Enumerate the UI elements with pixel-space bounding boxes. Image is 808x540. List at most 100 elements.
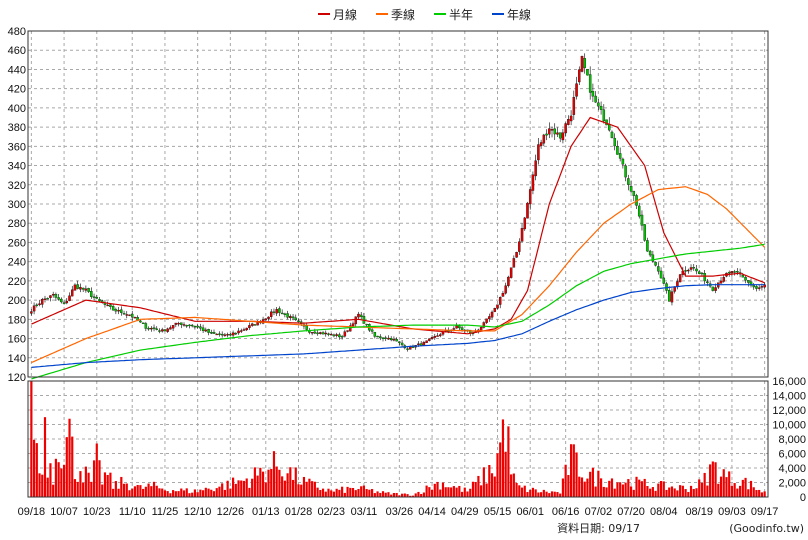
candle-body bbox=[755, 286, 758, 289]
volume-bar bbox=[523, 485, 526, 497]
candle-body bbox=[242, 329, 246, 331]
volume-bar bbox=[259, 467, 262, 497]
volume-bar bbox=[441, 482, 445, 497]
volume-bar bbox=[387, 492, 390, 497]
candle-body bbox=[220, 333, 224, 336]
candle-body bbox=[670, 291, 674, 303]
source-label: (Goodinfo.tw) bbox=[729, 522, 804, 535]
candle-body bbox=[49, 295, 52, 298]
volume-bar bbox=[384, 492, 387, 497]
candle-body bbox=[389, 338, 393, 341]
candle-body bbox=[667, 290, 671, 302]
volume-bar bbox=[57, 462, 60, 497]
volume-bar bbox=[422, 492, 425, 497]
volume-bar bbox=[540, 492, 543, 497]
volume-bar bbox=[744, 477, 747, 497]
candle-body bbox=[212, 331, 216, 334]
volume-bar bbox=[101, 484, 104, 497]
volume-bar bbox=[30, 381, 33, 497]
volume-bar bbox=[619, 482, 622, 497]
volume-bar bbox=[362, 485, 366, 497]
candle-body bbox=[488, 316, 491, 320]
candle-body bbox=[550, 129, 554, 131]
volume-bar bbox=[65, 437, 68, 497]
volume-bar bbox=[695, 488, 698, 497]
date-tick-label: 09/18 bbox=[18, 506, 46, 518]
volume-bar bbox=[191, 492, 194, 497]
volume-bar bbox=[599, 478, 603, 497]
volume-bar bbox=[537, 492, 540, 497]
candle-body bbox=[245, 327, 248, 331]
volume-bar bbox=[711, 461, 714, 497]
volume-bar bbox=[311, 481, 314, 497]
volume-bar bbox=[291, 479, 295, 497]
volume-bar bbox=[212, 491, 216, 497]
volume-bar bbox=[564, 464, 567, 497]
volume-bar bbox=[420, 493, 423, 497]
candle-body bbox=[687, 269, 690, 272]
candle-body bbox=[531, 174, 535, 191]
candle-body bbox=[98, 299, 101, 302]
volume-bar bbox=[150, 486, 153, 497]
candle-body bbox=[84, 288, 88, 291]
volume-bar bbox=[515, 482, 518, 497]
volume-bar bbox=[499, 442, 502, 497]
candle-body bbox=[270, 311, 273, 317]
volume-bar bbox=[733, 483, 736, 497]
candle-body bbox=[553, 128, 556, 135]
candle-body bbox=[90, 291, 93, 297]
volume-bar bbox=[504, 451, 507, 497]
candle-body bbox=[629, 185, 633, 192]
volume-bar bbox=[730, 485, 734, 497]
volume-bar bbox=[409, 495, 412, 497]
volume-bar bbox=[240, 480, 243, 497]
candle-body bbox=[204, 329, 208, 332]
candle-body bbox=[76, 284, 79, 289]
candle-body bbox=[185, 325, 188, 327]
candle-body bbox=[321, 332, 325, 335]
candle-body bbox=[548, 128, 551, 135]
volume-bar bbox=[365, 489, 368, 497]
volume-bar bbox=[278, 469, 281, 497]
moving-average-lines bbox=[31, 116, 766, 380]
candle-body bbox=[512, 258, 516, 268]
candle-body bbox=[381, 337, 385, 339]
volume-bar bbox=[605, 487, 608, 497]
candle-body bbox=[763, 284, 766, 288]
volume-bar bbox=[550, 491, 554, 497]
volume-bar bbox=[681, 485, 684, 497]
volume-bar bbox=[621, 484, 624, 497]
volume-bar bbox=[125, 483, 128, 497]
volume-bar bbox=[651, 487, 654, 497]
volume-bar bbox=[371, 489, 374, 497]
volume-bar bbox=[95, 443, 98, 497]
volume-panel-frame bbox=[27, 380, 769, 498]
candle-body bbox=[188, 324, 191, 327]
volume-bar bbox=[302, 476, 306, 497]
candle-body bbox=[638, 205, 641, 217]
candle-body bbox=[439, 334, 442, 337]
volume-bar bbox=[248, 487, 251, 497]
volume-bar bbox=[719, 476, 723, 497]
candle-body bbox=[109, 304, 112, 307]
candle-body bbox=[319, 332, 322, 334]
volume-bar bbox=[114, 481, 117, 497]
candle-body bbox=[370, 329, 374, 332]
candle-body bbox=[354, 316, 357, 325]
candle-body bbox=[338, 334, 341, 338]
candle-body bbox=[379, 336, 382, 339]
date-tick-label: 07/02 bbox=[585, 506, 613, 518]
candle-body bbox=[400, 342, 404, 346]
volume-bar bbox=[237, 480, 240, 497]
volume-bar bbox=[654, 490, 657, 497]
candle-body bbox=[201, 327, 205, 331]
candle-body bbox=[130, 313, 134, 318]
candle-body bbox=[305, 325, 308, 330]
volume-bar bbox=[594, 486, 597, 497]
volume-bar bbox=[668, 487, 671, 497]
volume-bar bbox=[567, 475, 570, 497]
candle-body bbox=[335, 334, 338, 336]
volume-bar bbox=[395, 492, 398, 497]
volume-bar bbox=[570, 444, 573, 497]
volume-bar bbox=[98, 460, 101, 497]
